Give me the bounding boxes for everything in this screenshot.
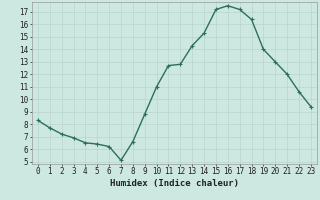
X-axis label: Humidex (Indice chaleur): Humidex (Indice chaleur) xyxy=(110,179,239,188)
